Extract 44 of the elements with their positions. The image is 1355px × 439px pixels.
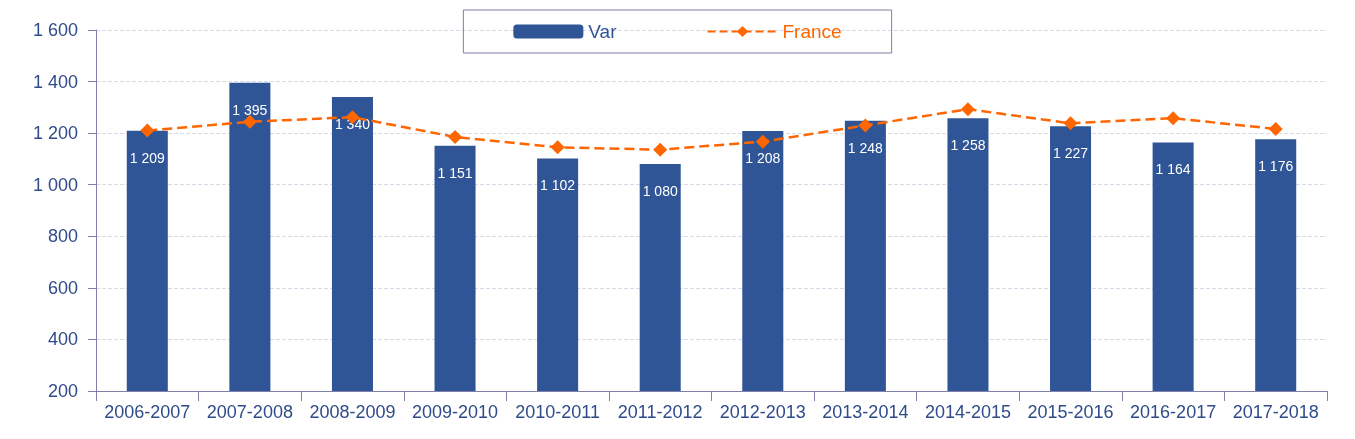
- y-tick-label: 200: [47, 381, 78, 401]
- x-tick-label: 2014-2015: [924, 402, 1012, 422]
- y-tick-label: 400: [47, 329, 78, 350]
- x-tick-label: 2013-2014: [822, 402, 909, 422]
- y-tick-label: 800: [47, 226, 78, 247]
- y-tick-label: 1 600: [32, 20, 78, 40]
- data-label: 1 258: [950, 137, 986, 154]
- point: [242, 114, 257, 129]
- data-label: 1 151: [437, 164, 473, 181]
- point: [1063, 116, 1078, 131]
- data-label: 1 176: [1258, 158, 1294, 175]
- x-tick-label: 2017-2018: [1232, 402, 1319, 422]
- data-label: 1 208: [745, 150, 781, 167]
- y-tick-label: 1 200: [32, 123, 78, 144]
- legend-label: Var: [588, 21, 618, 42]
- x-tick-label: 2010-2011: [515, 402, 600, 422]
- point: [858, 118, 873, 133]
- point: [1166, 111, 1181, 126]
- data-label: 1 248: [847, 139, 884, 156]
- x-tick-label: 2007-2008: [206, 402, 293, 422]
- point: [755, 134, 770, 149]
- x-tick-label: 2011-2012: [617, 402, 703, 422]
- y-tick-label: 1 400: [32, 71, 78, 92]
- x-tick-label: 2008-2009: [309, 402, 396, 422]
- data-label: 1 080: [642, 183, 678, 200]
- x-tick-label: 2009-2010: [411, 402, 499, 422]
- point: [653, 142, 668, 157]
- y-tick-label: 1 000: [32, 174, 78, 195]
- x-tick-label: 2015-2016: [1027, 402, 1114, 422]
- data-label: 1 209: [129, 149, 166, 166]
- y-tick-label: 600: [47, 277, 78, 298]
- x-tick-label: 2012-2013: [719, 402, 806, 422]
- data-label: 1 227: [1053, 145, 1089, 162]
- point: [1268, 122, 1283, 137]
- data-label: 1 102: [540, 177, 576, 194]
- point: [448, 130, 463, 145]
- point: [550, 140, 565, 155]
- x-tick-label: 2016-2017: [1130, 402, 1217, 422]
- legend-label: France: [782, 21, 842, 42]
- data-label: 1 164: [1155, 161, 1191, 178]
- data-label: 1 395: [232, 101, 268, 118]
- point: [960, 102, 975, 117]
- point: [140, 123, 155, 138]
- x-tick-label: 2006-2007: [104, 402, 191, 422]
